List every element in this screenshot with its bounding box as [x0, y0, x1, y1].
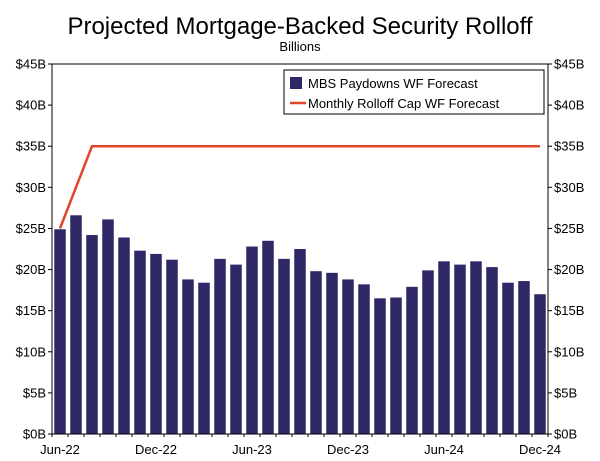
bar-Sep-24 — [486, 267, 498, 434]
legend-label-mbs-paydowns: MBS Paydowns WF Forecast — [308, 76, 478, 91]
bar-Apr-24 — [406, 286, 418, 434]
chart-subtitle: Billions — [279, 39, 321, 54]
bars-layer — [54, 215, 546, 434]
bar-Feb-24 — [374, 298, 386, 434]
y-tick-label-left: $45B — [16, 57, 46, 72]
y-tick-label-left: $5B — [23, 385, 46, 400]
bar-Jul-22 — [70, 215, 82, 434]
bar-Oct-22 — [118, 237, 130, 434]
legend-swatch-mbs-paydowns — [290, 77, 302, 89]
legend-label-rolloff-cap: Monthly Rolloff Cap WF Forecast — [308, 96, 500, 111]
bar-Jul-23 — [262, 240, 274, 434]
bar-Jun-22 — [54, 229, 66, 434]
y-tick-label-right: $45B — [554, 57, 584, 72]
bar-Feb-23 — [182, 279, 194, 434]
y-tick-label-left: $0B — [23, 427, 46, 442]
bar-Jun-24 — [438, 261, 450, 434]
x-tick-label: Dec-24 — [519, 442, 561, 457]
y-tick-label-left: $20B — [16, 262, 46, 277]
bar-Mar-24 — [390, 297, 402, 434]
bar-Aug-22 — [86, 235, 98, 434]
bar-Sep-23 — [294, 249, 306, 434]
y-tick-label-left: $15B — [16, 303, 46, 318]
y-tick-label-left: $25B — [16, 221, 46, 236]
bar-Aug-23 — [278, 258, 290, 434]
bar-Nov-23 — [326, 272, 338, 434]
x-tick-label: Jun-23 — [232, 442, 272, 457]
x-tick-label: Jun-24 — [424, 442, 464, 457]
y-tick-label-left: $40B — [16, 98, 46, 113]
bar-Jan-23 — [166, 259, 178, 434]
bar-Dec-24 — [534, 294, 546, 434]
y-tick-label-right: $5B — [554, 385, 577, 400]
line-layer — [58, 144, 540, 229]
bar-Dec-23 — [342, 279, 354, 434]
y-tick-label-left: $35B — [16, 139, 46, 154]
legend: MBS Paydowns WF Forecast Monthly Rolloff… — [283, 69, 545, 115]
legend-box — [283, 69, 545, 115]
y-tick-label-right: $20B — [554, 262, 584, 277]
bar-May-24 — [422, 270, 434, 434]
bar-Jun-23 — [246, 246, 258, 434]
x-tick-label: Dec-23 — [327, 442, 369, 457]
bar-Sep-22 — [102, 219, 114, 434]
x-tick-label: Dec-22 — [135, 442, 177, 457]
bar-Apr-23 — [214, 258, 226, 434]
y-tick-label-right: $40B — [554, 98, 584, 113]
y-tick-label-right: $30B — [554, 180, 584, 195]
y-tick-label-left: $10B — [16, 344, 46, 359]
y-tick-label-left: $30B — [16, 180, 46, 195]
bar-Oct-23 — [310, 271, 322, 434]
axes-layer: $0B $0B $5B $5B $10B $10B $15B $15B $20B $20B $25B… — [16, 57, 585, 458]
bar-Jul-24 — [454, 264, 466, 434]
plot-frame — [51, 63, 549, 435]
bar-Oct-24 — [502, 282, 514, 434]
bar-Aug-24 — [470, 261, 482, 434]
y-tick-label-right: $0B — [554, 427, 577, 442]
y-tick-label-right: $10B — [554, 344, 584, 359]
bar-Mar-23 — [198, 282, 210, 434]
chart-title: Projected Mortgage-Backed Security Rollo… — [67, 13, 532, 40]
bar-Jan-24 — [358, 284, 370, 434]
x-tick-label: Jun-22 — [40, 442, 80, 457]
rolloff-cap-line — [58, 144, 540, 229]
y-tick-label-right: $25B — [554, 221, 584, 236]
bar-Dec-22 — [150, 253, 162, 434]
bar-May-23 — [230, 264, 242, 434]
y-tick-label-right: $35B — [554, 139, 584, 154]
y-tick-label-right: $15B — [554, 303, 584, 318]
bar-Nov-22 — [134, 250, 146, 434]
bar-Nov-24 — [518, 281, 530, 434]
